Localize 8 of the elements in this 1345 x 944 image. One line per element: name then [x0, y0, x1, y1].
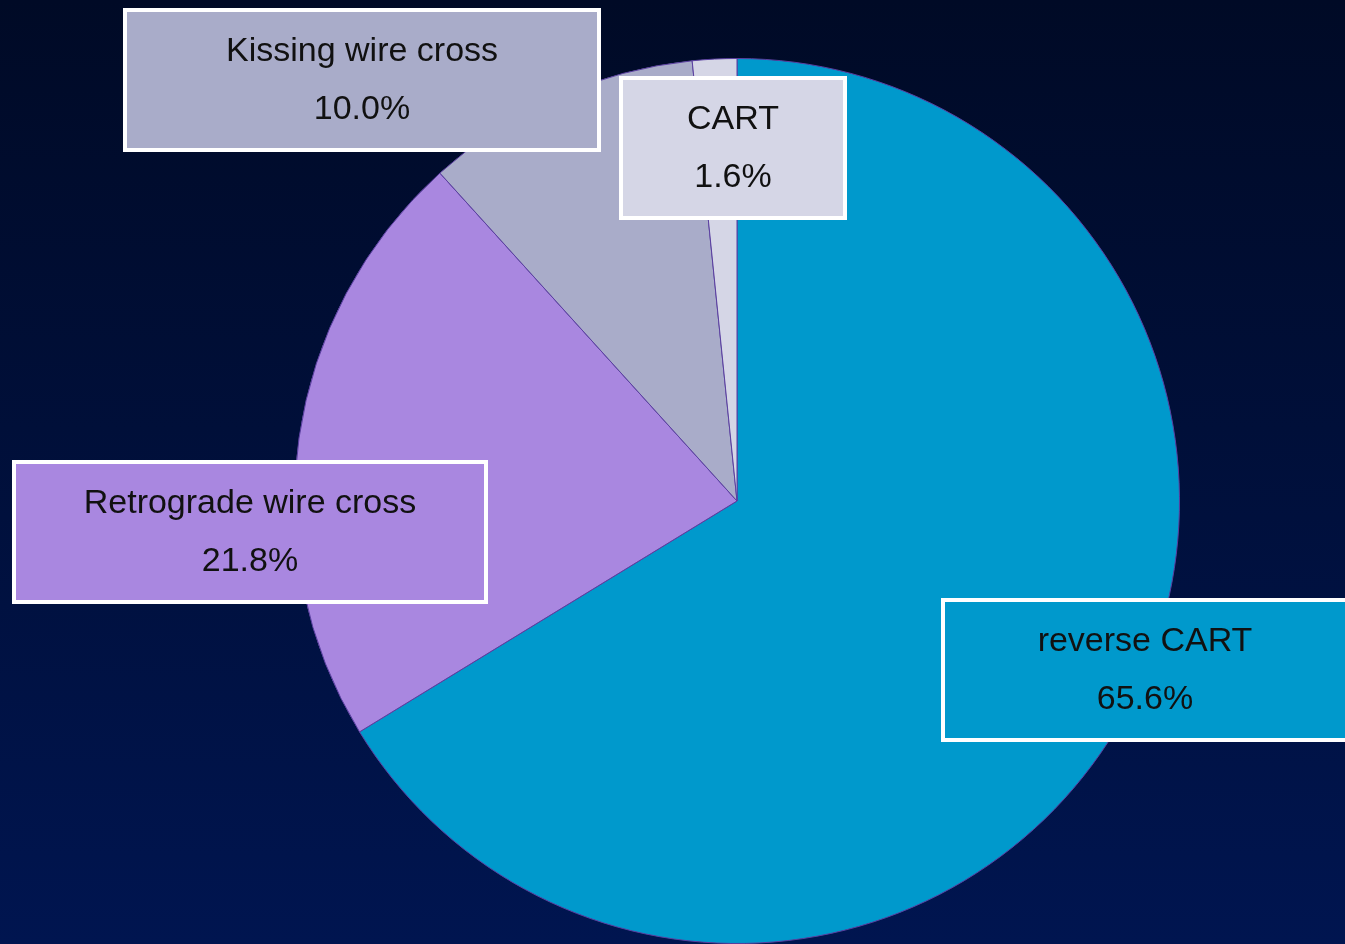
slice-label: CART — [687, 98, 779, 137]
slice-label: Kissing wire cross — [225, 30, 499, 69]
slice-label: reverse CART — [1037, 620, 1253, 659]
data-label: 65.6% — [1096, 678, 1194, 717]
data-label: 10.0% — [313, 88, 411, 127]
data-label: 21.8% — [201, 540, 299, 579]
slice-label: Retrograde wire cross — [83, 482, 417, 521]
data-label: 1.6% — [694, 156, 772, 195]
